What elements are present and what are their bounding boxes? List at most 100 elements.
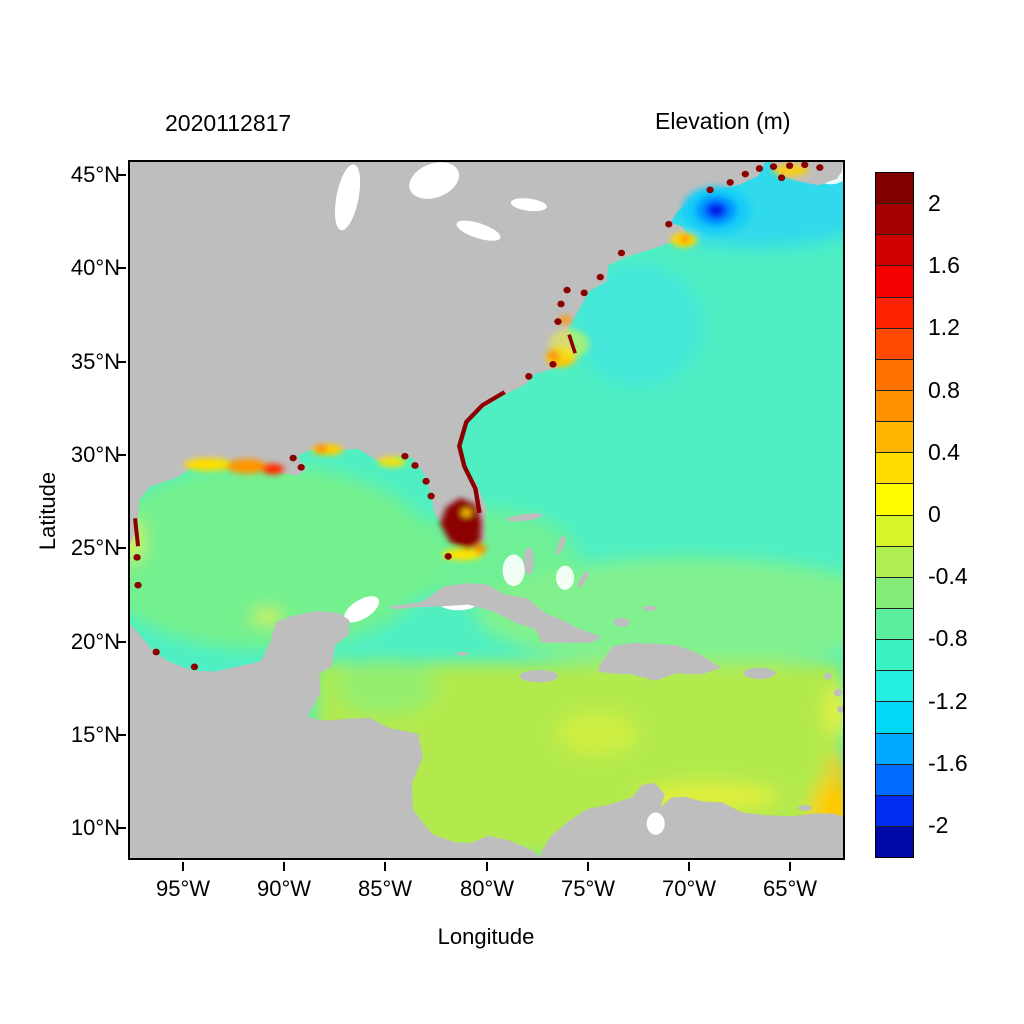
y-tick-mark — [117, 267, 126, 269]
land-south-america — [538, 782, 843, 858]
y-tick-mark — [117, 454, 126, 456]
x-tick-mark — [283, 862, 285, 871]
land-cayman — [456, 651, 469, 656]
y-tick-mark — [117, 174, 126, 176]
colorbar-tick-label: 0.8 — [928, 377, 960, 403]
colorbar-tick-label: 1.6 — [928, 252, 960, 278]
y-tick-mark — [117, 547, 126, 549]
x-tick-mark — [688, 862, 690, 871]
lake-huron — [409, 162, 460, 199]
colorbar-tick-label: -1.6 — [928, 750, 968, 776]
colorbar-segment — [876, 203, 913, 235]
colorbar-tick-label: -2 — [928, 812, 949, 838]
land-puerto-rico — [743, 667, 776, 679]
x-tick-label: 85°W — [357, 876, 413, 901]
colorbar-tick-label: 0.4 — [928, 439, 960, 465]
land-north-america — [130, 162, 766, 547]
land-andros — [523, 547, 534, 575]
colorbar-tick-label: -1.2 — [928, 688, 968, 714]
lake-erie — [456, 220, 501, 241]
land — [130, 162, 843, 858]
colorbar-segment — [876, 794, 913, 826]
colorbar-segment — [876, 545, 913, 577]
y-tick-label: 20°N — [70, 629, 120, 654]
land-jamaica — [519, 669, 559, 683]
land-margarita — [797, 805, 812, 811]
y-tick-mark — [117, 827, 126, 829]
x-tick-mark — [587, 862, 589, 871]
colorbar — [875, 172, 914, 858]
y-tick-label: 45°N — [70, 162, 120, 187]
x-axis-label: Longitude — [437, 924, 535, 949]
lake-maracaibo — [646, 812, 665, 835]
colorbar-segment — [876, 825, 913, 858]
y-tick-label: 35°N — [70, 349, 120, 374]
y-tick-label: 25°N — [70, 535, 120, 560]
colorbar-segment — [876, 732, 913, 764]
land-long-island-bahamas — [577, 571, 589, 588]
land-great-inagua — [613, 617, 630, 627]
colorbar-segment — [876, 607, 913, 640]
colorbar-title: Elevation (m) — [655, 108, 791, 134]
land-hispaniola — [598, 642, 722, 681]
x-tick-label: 90°W — [256, 876, 312, 901]
colorbar-segment — [876, 234, 913, 266]
colorbar-segment — [876, 670, 913, 702]
plot-title-datestamp: 2020112817 — [165, 110, 292, 136]
colorbar-segment — [876, 421, 913, 453]
y-tick-label: 10°N — [70, 815, 120, 840]
colorbar-segment — [876, 701, 913, 733]
colorbar-segment — [876, 452, 913, 484]
x-tick-label: 80°W — [459, 876, 515, 901]
colorbar-tick-label: 0 — [928, 501, 941, 527]
x-tick-mark — [182, 862, 184, 871]
land-antilles-2 — [833, 689, 842, 697]
land-antilles-3 — [837, 706, 843, 713]
colorbar-segment — [876, 296, 913, 328]
colorbar-tick-label: -0.4 — [928, 563, 968, 589]
y-tick-mark — [117, 361, 126, 363]
coastline-extreme-specks — [133, 162, 824, 671]
colorbar-segment — [876, 173, 913, 204]
colorbar-tick-label: 1.2 — [928, 314, 960, 340]
lake-michigan — [334, 164, 361, 231]
land-caicos — [642, 605, 657, 612]
y-tick-label: 15°N — [70, 722, 120, 747]
land-cuba — [386, 583, 603, 643]
colorbar-segment — [876, 639, 913, 671]
gulf-of-maine-low-core — [710, 205, 722, 215]
x-tick-label: 70°W — [661, 876, 717, 901]
colorbar-segment — [876, 327, 913, 359]
colorbar-segment — [876, 763, 913, 795]
colorbar-segment — [876, 483, 913, 515]
colorbar-segment — [876, 389, 913, 422]
map-svg — [130, 162, 843, 858]
x-tick-label: 95°W — [155, 876, 211, 901]
colorbar-segment — [876, 514, 913, 546]
lake-ontario — [510, 198, 547, 212]
y-tick-mark — [117, 734, 126, 736]
x-tick-mark — [384, 862, 386, 871]
colorbar-segment — [876, 358, 913, 390]
x-tick-mark — [789, 862, 791, 871]
x-tick-label: 65°W — [762, 876, 818, 901]
y-tick-mark — [117, 641, 126, 643]
y-tick-label: 40°N — [70, 255, 120, 280]
colorbar-tick-label: -0.8 — [928, 625, 968, 651]
land-eleuthera — [556, 535, 566, 556]
y-axis-label: Latitude — [35, 471, 60, 551]
coastal-anomalies — [184, 163, 809, 561]
colorbar-segment — [876, 576, 913, 608]
x-tick-mark — [486, 862, 488, 871]
lakes — [334, 162, 665, 835]
land-mexico-central-america — [130, 611, 539, 858]
colorbar-segment — [876, 265, 913, 297]
land-antilles-1 — [824, 672, 832, 680]
land-grand-bahama — [506, 513, 543, 522]
south-florida-high — [440, 497, 482, 550]
elevation-map — [128, 160, 845, 860]
colorbar-tick-label: 2 — [928, 190, 941, 216]
x-tick-label: 75°W — [560, 876, 616, 901]
y-tick-label: 30°N — [70, 442, 120, 467]
